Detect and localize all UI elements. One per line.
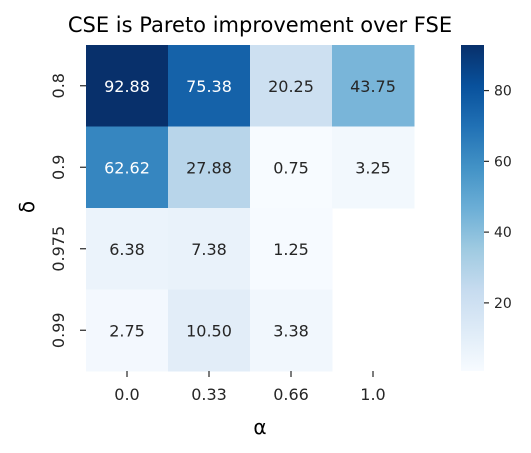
colorbar-tick-label: 40 bbox=[494, 225, 512, 241]
cell-value-label: 6.38 bbox=[109, 240, 145, 259]
cell-value-label: 2.75 bbox=[109, 321, 145, 340]
y-tick-label: 0.99 bbox=[49, 312, 68, 348]
heatmap-cell bbox=[86, 289, 169, 372]
cell-value-label: 43.75 bbox=[350, 77, 396, 96]
heatmap-cell bbox=[86, 126, 169, 209]
colorbar-gradient bbox=[461, 45, 484, 371]
y-axis-label: δ bbox=[15, 201, 39, 213]
heatmap-cell bbox=[168, 45, 251, 127]
x-tick-label: 0.33 bbox=[191, 385, 227, 404]
colorbar-tick-label: 60 bbox=[494, 154, 512, 170]
heatmap-cell bbox=[250, 208, 333, 290]
y-tick-label: 0.9 bbox=[49, 155, 68, 180]
cell-value-label: 10.50 bbox=[186, 321, 232, 340]
cell-value-label: 1.25 bbox=[273, 240, 309, 259]
x-tick-label: 1.0 bbox=[360, 385, 385, 404]
y-tick-label: 0.8 bbox=[49, 73, 68, 98]
colorbar-tick-label: 80 bbox=[494, 84, 512, 100]
x-tick-label: 0.0 bbox=[114, 385, 139, 404]
cell-value-label: 3.25 bbox=[355, 158, 391, 177]
heatmap-cell bbox=[86, 45, 169, 127]
heatmap-cell bbox=[332, 45, 415, 127]
y-tick-labels: 0.8 0.9 0.975 0.99 bbox=[49, 73, 86, 348]
x-axis-label: α bbox=[253, 415, 266, 439]
colorbar: 20 40 60 80 bbox=[461, 45, 512, 371]
heatmap-cell-labels: 92.88 75.38 20.25 43.75 62.62 27.88 0.75 3.25 6.… bbox=[104, 77, 396, 341]
heatmap-cells bbox=[86, 45, 415, 372]
cell-value-label: 3.38 bbox=[273, 321, 309, 340]
heatmap-cell bbox=[168, 289, 251, 372]
cell-value-label: 20.25 bbox=[268, 77, 314, 96]
heatmap-cell bbox=[250, 289, 333, 372]
heatmap-cell bbox=[86, 208, 169, 290]
heatmap-cell bbox=[168, 126, 251, 209]
y-tick-label: 0.975 bbox=[49, 226, 68, 272]
x-tick-label: 0.66 bbox=[273, 385, 309, 404]
cell-value-label: 62.62 bbox=[104, 158, 150, 177]
heatmap-cell bbox=[168, 208, 251, 290]
heatmap-cell bbox=[250, 126, 333, 209]
cell-value-label: 0.75 bbox=[273, 158, 309, 177]
cell-value-label: 7.38 bbox=[191, 240, 227, 259]
cell-value-label: 27.88 bbox=[186, 158, 232, 177]
chart-title: CSE is Pareto improvement over FSE bbox=[68, 13, 452, 37]
cell-value-label: 75.38 bbox=[186, 77, 232, 96]
cell-value-label: 92.88 bbox=[104, 77, 150, 96]
heatmap-cell bbox=[250, 45, 333, 127]
heatmap-cell bbox=[332, 126, 415, 209]
x-tick-labels: 0.0 0.33 0.66 1.0 bbox=[114, 371, 386, 404]
colorbar-tick-label: 20 bbox=[494, 296, 512, 312]
